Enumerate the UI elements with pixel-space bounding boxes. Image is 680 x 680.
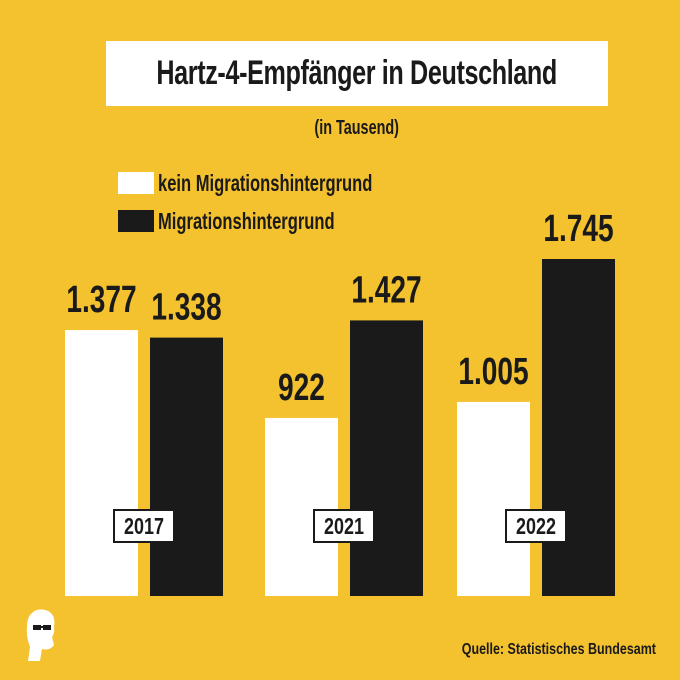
legend-swatch-black: [118, 210, 154, 232]
chart-subtitle: (in Tausend): [0, 117, 680, 140]
bar-without-migration: [65, 330, 138, 596]
legend-item-with-migration: Migrationshintergrund: [118, 208, 403, 234]
category-label: 2021: [324, 514, 364, 540]
bar-value-label: 1.745: [543, 208, 613, 250]
chart-subtitle-text: (in Tausend): [314, 117, 399, 139]
bar-with-migration: [350, 320, 423, 596]
category-label: 2017: [124, 514, 164, 540]
legend-item-without-migration: kein Migrationshintergrund: [118, 170, 456, 196]
year-label-box: [113, 509, 175, 543]
bar-with-migration: [542, 259, 615, 596]
portrait-silhouette-icon: [24, 607, 58, 668]
bar-value-label: 1.338: [151, 287, 221, 329]
bar-value-label: 1.427: [351, 269, 421, 311]
legend-label: kein Migrationshintergrund: [158, 169, 373, 196]
chart-title: Hartz-4-Empfänger in Deutschland: [156, 54, 558, 92]
year-label-box: [505, 509, 567, 543]
source-note: Quelle: Statistisches Bundesamt: [461, 641, 656, 658]
year-label-box: [313, 509, 375, 543]
bar-without-migration: [457, 401, 530, 596]
category-label: 2022: [516, 514, 556, 540]
bar-value-label: 1.005: [458, 351, 528, 393]
bar-value-label: 922: [278, 367, 325, 409]
bar-with-migration: [150, 337, 223, 596]
legend-swatch-white: [118, 172, 154, 194]
legend-label: Migrationshintergrund: [158, 207, 335, 234]
chart-title-box: Hartz-4-Empfänger in Deutschland: [106, 41, 608, 106]
bar-value-label: 1.377: [66, 279, 136, 321]
bar-without-migration: [265, 417, 338, 596]
